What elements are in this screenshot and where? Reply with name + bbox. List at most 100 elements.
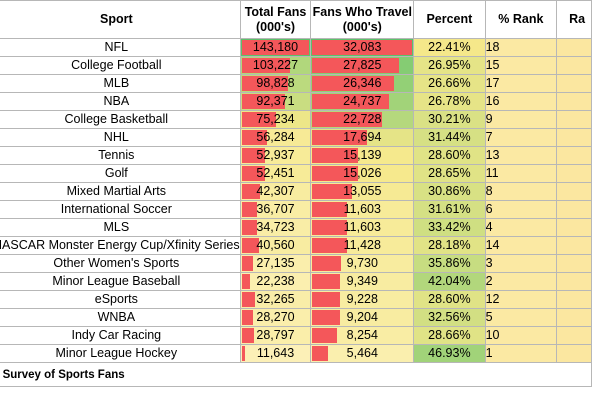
cell-rank[interactable]: 16	[484, 92, 558, 111]
cell-rank[interactable]: 11	[484, 164, 558, 183]
header-last[interactable]: Ra	[556, 0, 592, 39]
cell-fans-travel[interactable]: 15,026	[310, 164, 415, 183]
cell-fans-travel[interactable]: 26,346	[310, 74, 415, 93]
cell-fans-travel[interactable]: 9,730	[310, 254, 415, 273]
cell-total-fans[interactable]: 42,307	[239, 182, 312, 201]
cell-total-fans[interactable]: 11,643	[239, 344, 312, 363]
cell-sport[interactable]: Tennis	[0, 146, 241, 165]
cell-fans-travel[interactable]: 13,055	[310, 182, 415, 201]
cell-sport[interactable]: Minor League Hockey	[0, 344, 241, 363]
cell-rank[interactable]: 10	[484, 326, 558, 345]
cell-rank[interactable]: 12	[484, 290, 558, 309]
cell-percent[interactable]: 35.86%	[413, 254, 486, 273]
cell-percent[interactable]: 28.60%	[413, 146, 486, 165]
cell-last[interactable]	[556, 290, 592, 309]
cell-percent[interactable]: 30.86%	[413, 182, 486, 201]
cell-percent[interactable]: 28.66%	[413, 326, 486, 345]
cell-rank[interactable]: 9	[484, 110, 558, 129]
cell-sport[interactable]: College Football	[0, 56, 241, 75]
cell-percent[interactable]: 26.78%	[413, 92, 486, 111]
cell-fans-travel[interactable]: 27,825	[310, 56, 415, 75]
cell-percent[interactable]: 32.56%	[413, 308, 486, 327]
cell-fans-travel[interactable]: 11,603	[310, 218, 415, 237]
cell-sport[interactable]: Other Women's Sports	[0, 254, 241, 273]
cell-total-fans[interactable]: 143,180	[239, 38, 312, 57]
cell-rank[interactable]: 8	[484, 182, 558, 201]
cell-sport[interactable]: International Soccer	[0, 200, 241, 219]
cell-total-fans[interactable]: 34,723	[239, 218, 312, 237]
cell-rank[interactable]: 5	[484, 308, 558, 327]
cell-rank[interactable]: 17	[484, 74, 558, 93]
cell-total-fans[interactable]: 92,371	[239, 92, 312, 111]
cell-fans-travel[interactable]: 9,204	[310, 308, 415, 327]
cell-total-fans[interactable]: 75,234	[239, 110, 312, 129]
cell-rank[interactable]: 13	[484, 146, 558, 165]
cell-last[interactable]	[556, 326, 592, 345]
cell-sport[interactable]: Golf	[0, 164, 241, 183]
cell-percent[interactable]: 46.93%	[413, 344, 486, 363]
cell-total-fans[interactable]: 22,238	[239, 272, 312, 291]
cell-rank[interactable]: 15	[484, 56, 558, 75]
cell-fans-travel[interactable]: 32,083	[310, 38, 415, 57]
cell-fans-travel[interactable]: 8,254	[310, 326, 415, 345]
cell-percent[interactable]: 42.04%	[413, 272, 486, 291]
cell-rank[interactable]: 7	[484, 128, 558, 147]
cell-last[interactable]	[556, 272, 592, 291]
cell-last[interactable]	[556, 128, 592, 147]
header-rank[interactable]: % Rank	[484, 0, 558, 39]
cell-percent[interactable]: 31.61%	[413, 200, 486, 219]
cell-sport[interactable]: NASCAR Monster Energy Cup/Xfinity Series	[0, 236, 241, 255]
cell-sport[interactable]: eSports	[0, 290, 241, 309]
cell-percent[interactable]: 28.65%	[413, 164, 486, 183]
cell-percent[interactable]: 33.42%	[413, 218, 486, 237]
cell-last[interactable]	[556, 200, 592, 219]
cell-last[interactable]	[556, 146, 592, 165]
cell-total-fans[interactable]: 36,707	[239, 200, 312, 219]
cell-percent[interactable]: 30.21%	[413, 110, 486, 129]
cell-last[interactable]	[556, 308, 592, 327]
cell-rank[interactable]: 4	[484, 218, 558, 237]
cell-percent[interactable]: 22.41%	[413, 38, 486, 57]
cell-sport[interactable]: Indy Car Racing	[0, 326, 241, 345]
header-percent[interactable]: Percent	[413, 0, 486, 39]
cell-total-fans[interactable]: 52,451	[239, 164, 312, 183]
cell-rank[interactable]: 3	[484, 254, 558, 273]
cell-rank[interactable]: 1	[484, 344, 558, 363]
cell-last[interactable]	[556, 56, 592, 75]
cell-fans-travel[interactable]: 9,228	[310, 290, 415, 309]
cell-last[interactable]	[556, 164, 592, 183]
cell-rank[interactable]: 14	[484, 236, 558, 255]
cell-total-fans[interactable]: 32,265	[239, 290, 312, 309]
header-total-fans[interactable]: Total Fans (000's)	[239, 0, 312, 39]
cell-fans-travel[interactable]: 11,428	[310, 236, 415, 255]
cell-total-fans[interactable]: 98,828	[239, 74, 312, 93]
cell-total-fans[interactable]: 52,937	[239, 146, 312, 165]
cell-last[interactable]	[556, 254, 592, 273]
cell-percent[interactable]: 31.44%	[413, 128, 486, 147]
cell-total-fans[interactable]: 103,227	[239, 56, 312, 75]
header-sport[interactable]: Sport	[0, 0, 241, 39]
cell-sport[interactable]: MLS	[0, 218, 241, 237]
cell-rank[interactable]: 2	[484, 272, 558, 291]
cell-fans-travel[interactable]: 9,349	[310, 272, 415, 291]
cell-rank[interactable]: 18	[484, 38, 558, 57]
cell-last[interactable]	[556, 344, 592, 363]
cell-sport[interactable]: College Basketball	[0, 110, 241, 129]
cell-total-fans[interactable]: 28,270	[239, 308, 312, 327]
cell-percent[interactable]: 26.66%	[413, 74, 486, 93]
cell-sport[interactable]: WNBA	[0, 308, 241, 327]
cell-fans-travel[interactable]: 17,694	[310, 128, 415, 147]
cell-sport[interactable]: MLB	[0, 74, 241, 93]
cell-total-fans[interactable]: 40,560	[239, 236, 312, 255]
cell-fans-travel[interactable]: 22,728	[310, 110, 415, 129]
cell-sport[interactable]: Minor League Baseball	[0, 272, 241, 291]
cell-percent[interactable]: 28.18%	[413, 236, 486, 255]
cell-fans-travel[interactable]: 5,464	[310, 344, 415, 363]
cell-last[interactable]	[556, 38, 592, 57]
cell-sport[interactable]: Mixed Martial Arts	[0, 182, 241, 201]
cell-last[interactable]	[556, 182, 592, 201]
cell-rank[interactable]: 6	[484, 200, 558, 219]
header-fans-travel[interactable]: Fans Who Travel (000's)	[310, 0, 415, 39]
cell-sport[interactable]: NHL	[0, 128, 241, 147]
cell-fans-travel[interactable]: 11,603	[310, 200, 415, 219]
